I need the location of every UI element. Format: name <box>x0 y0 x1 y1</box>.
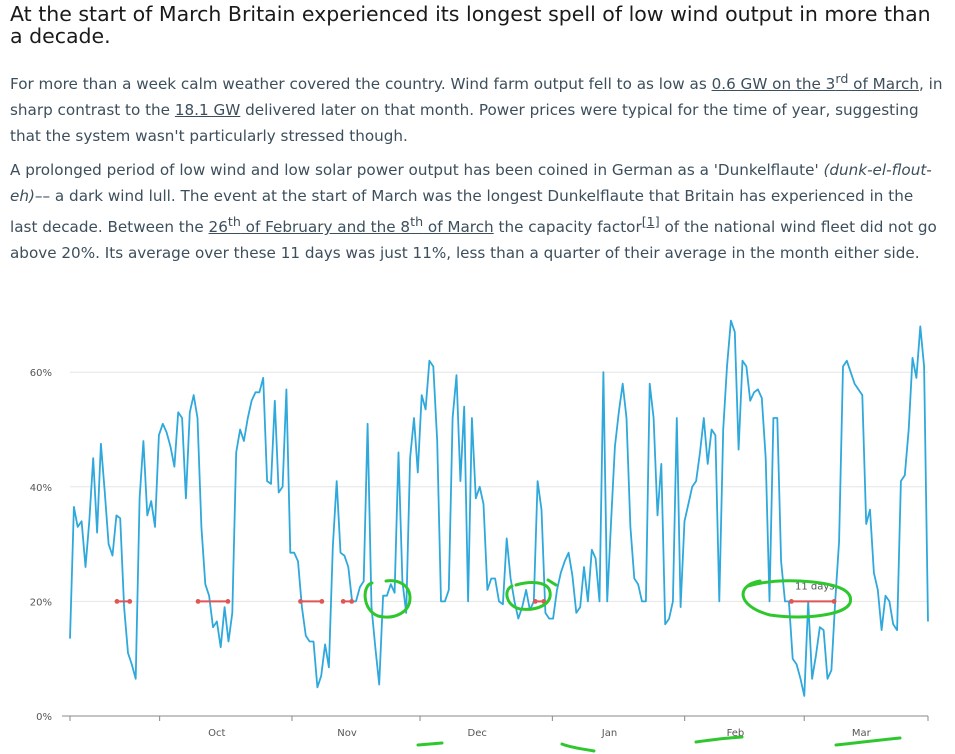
y-tick-label: 40% <box>30 483 52 494</box>
threshold-point <box>831 599 837 604</box>
x-tick-label: Nov <box>337 728 357 739</box>
handdrawn-circle <box>741 579 853 619</box>
threshold-point <box>114 599 120 604</box>
chart-gridlines <box>70 371 928 602</box>
y-tick-label: 0% <box>36 712 52 723</box>
threshold-point <box>789 599 794 604</box>
threshold-point <box>127 599 133 604</box>
intro-paragraph: For more than a week calm weather covere… <box>10 66 945 149</box>
threshold-point <box>349 599 355 604</box>
x-tick-label: Oct <box>208 728 225 739</box>
y-tick-label: 20% <box>30 597 52 608</box>
threshold-point <box>195 599 201 604</box>
x-axis: Oct Nov Dec Jan Feb Mar <box>62 715 929 739</box>
threshold-point <box>340 599 346 604</box>
annotation-label: 11 days <box>795 581 835 592</box>
p1-text-3: delivered later on that month. Power pri… <box>10 101 919 146</box>
threshold-point <box>298 599 303 604</box>
p1-text-1: For more than a week calm weather covere… <box>10 75 712 94</box>
threshold-point <box>319 599 325 604</box>
footnote-link[interactable]: [1] <box>641 214 660 229</box>
p2-text-3: the capacity factor <box>493 218 642 237</box>
hand-drawn-marks <box>363 578 902 753</box>
series-group <box>69 319 929 697</box>
low-output-link[interactable]: 0.6 GW on the 3rd of March <box>711 71 919 94</box>
dunkelflaute-paragraph: A prolonged period of low wind and low s… <box>10 157 945 266</box>
handdrawn-underline <box>560 742 596 753</box>
x-tick-label: Mar <box>852 728 872 739</box>
threshold-point <box>225 599 231 604</box>
p2-text-4: of the national wind fleet did not go ab… <box>10 218 937 263</box>
threshold-segments: 11 days <box>114 581 837 604</box>
x-tick-label: Dec <box>468 728 487 739</box>
handdrawn-circle <box>363 579 412 619</box>
threshold-point <box>532 599 538 604</box>
y-tick-label: 60% <box>30 368 52 379</box>
y-axis: 0% 20% 40% 60% <box>30 368 52 723</box>
series-line <box>69 319 929 697</box>
p2-text-2: –– a dark wind lull. The event at the st… <box>10 187 914 237</box>
peak-output-link[interactable]: 18.1 GW <box>174 101 241 120</box>
handdrawn-underline <box>416 741 444 747</box>
p2-text-1: A prolonged period of low wind and low s… <box>10 161 824 179</box>
handdrawn-underline <box>694 735 744 744</box>
page-title: At the start of March Britain experience… <box>10 2 931 48</box>
x-tick-label: Feb <box>727 728 745 739</box>
pronunciation: (dunk-el-flout-eh) <box>10 161 932 205</box>
p1-text-2: , in sharp contrast to the <box>10 75 943 120</box>
date-range-link[interactable]: 26th of February and the 8th of March <box>208 214 494 237</box>
wind-capacity-chart: 0% 20% 40% 60% Oct Nov Dec Jan Feb Mar 11 days <box>30 319 929 753</box>
handdrawn-underline <box>834 736 902 747</box>
x-tick-label: Jan <box>601 728 617 739</box>
handdrawn-circle <box>505 578 558 611</box>
